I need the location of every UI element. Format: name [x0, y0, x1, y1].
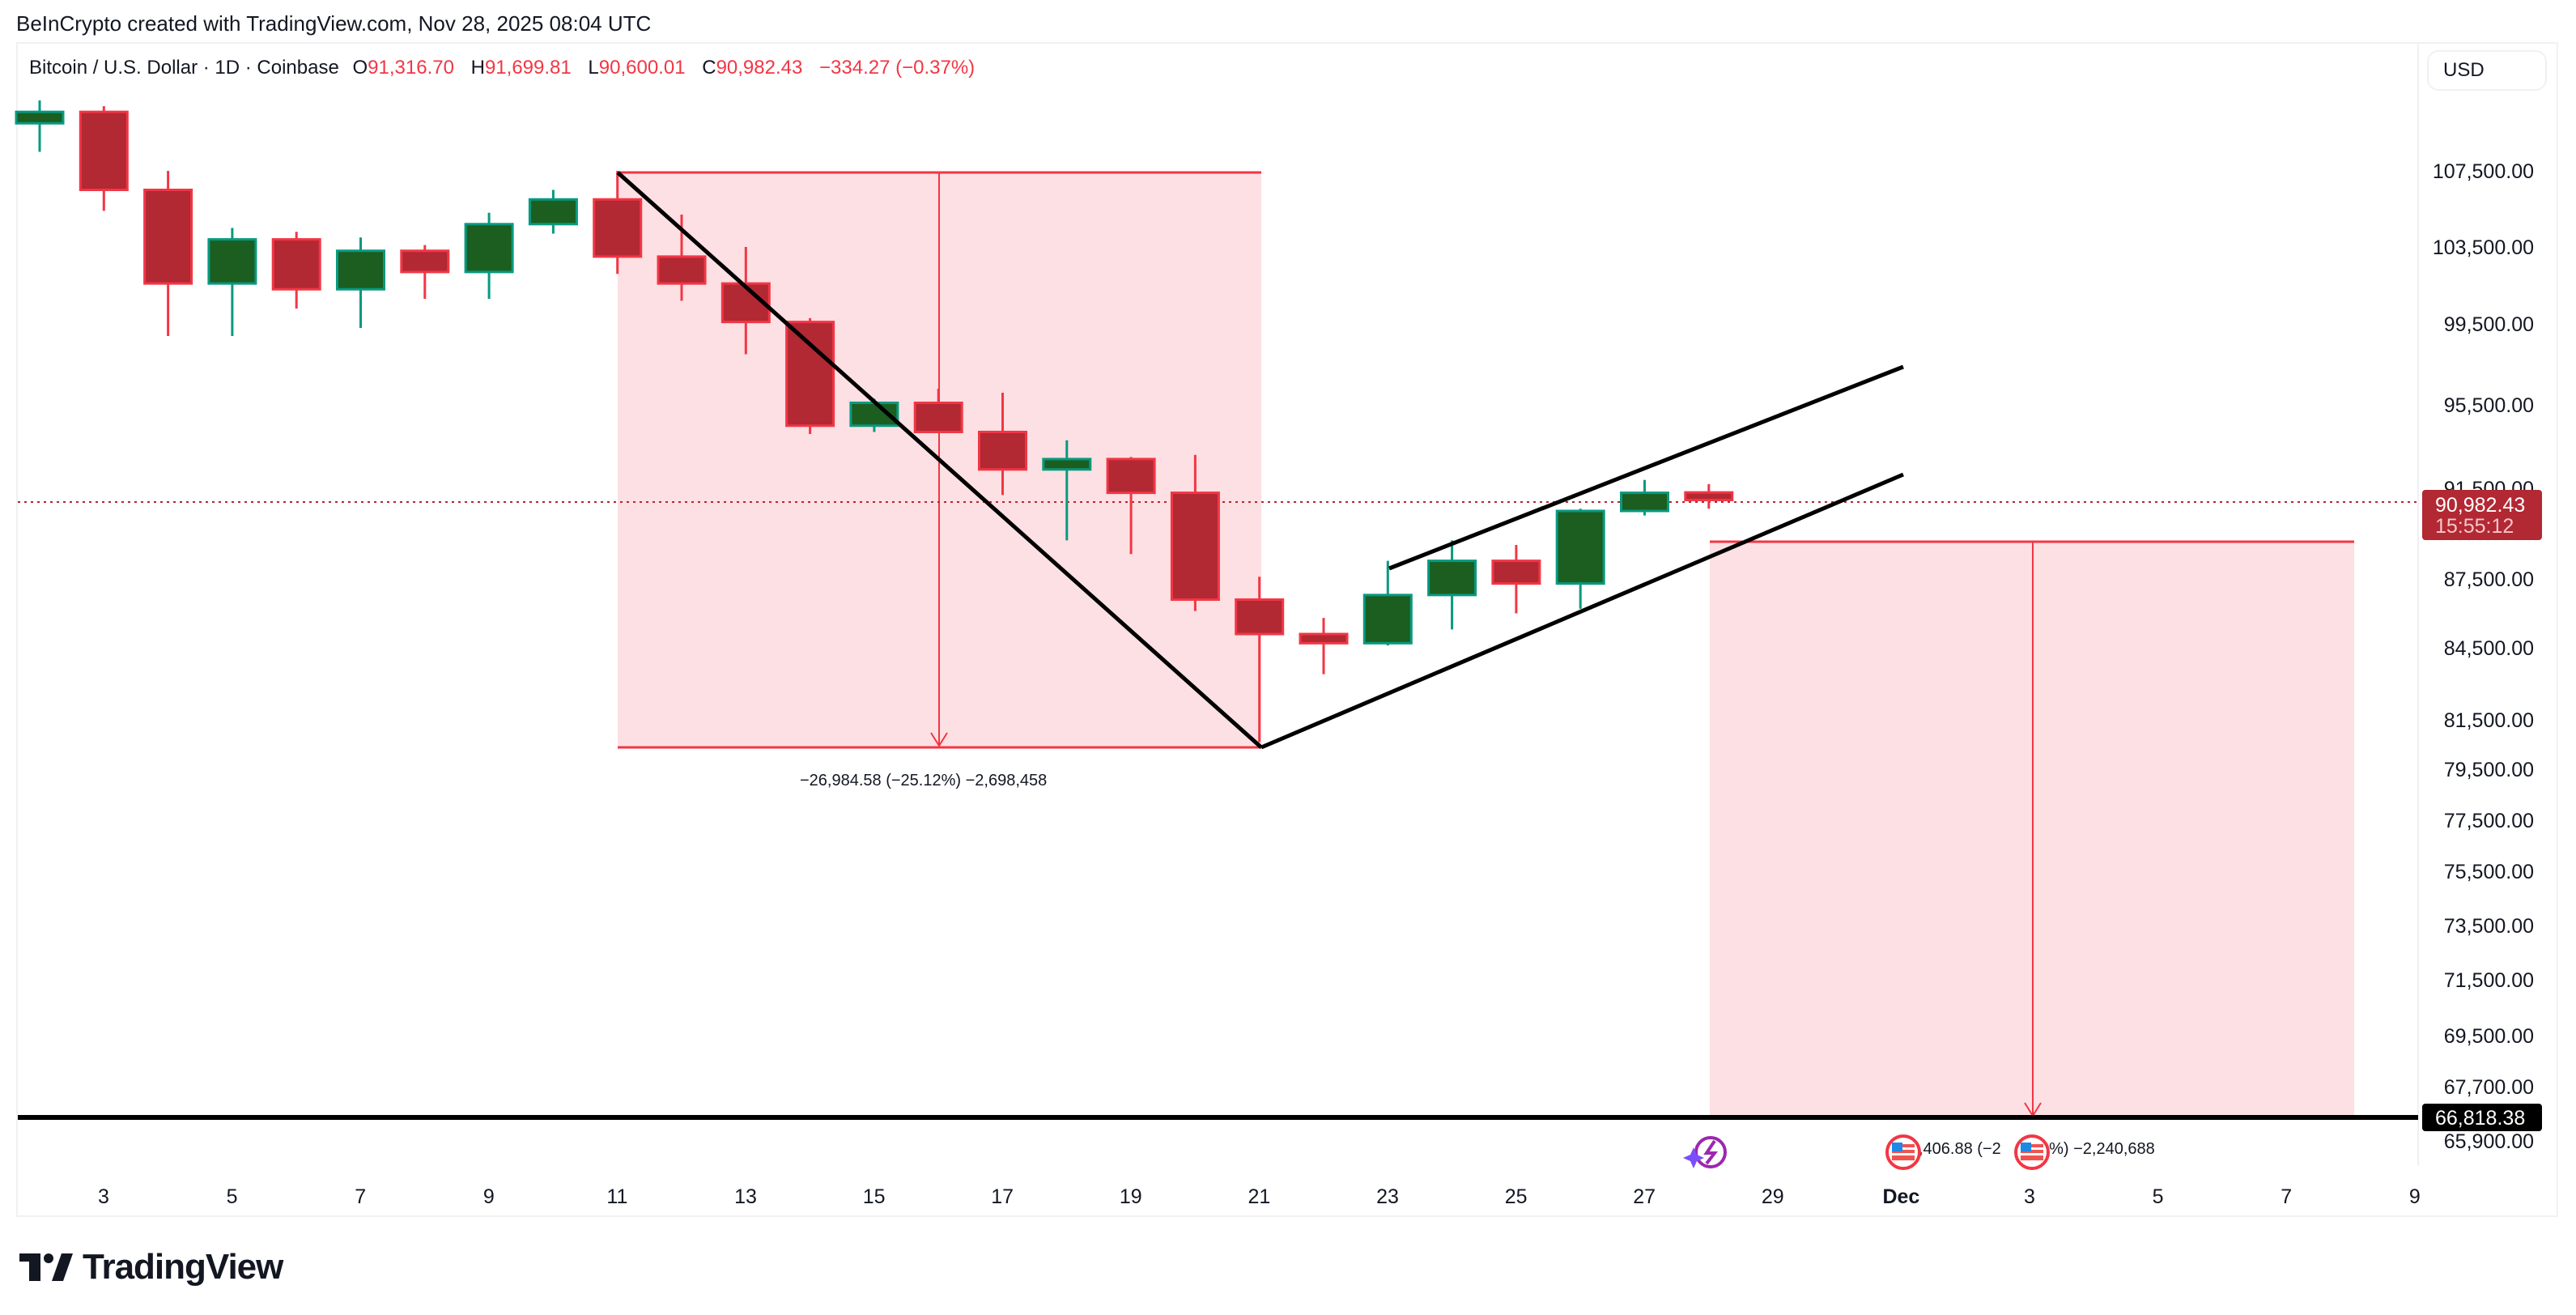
svg-text:90,982.43: 90,982.43	[2435, 494, 2525, 517]
price-tick: 95,500.00	[2444, 394, 2534, 417]
price-axis[interactable]: 107,500.00103,500.0099,500.0095,500.0091…	[2433, 160, 2534, 1153]
tradingview-logo-icon	[19, 1253, 73, 1281]
time-tick: 15	[863, 1185, 886, 1208]
time-tick: 19	[1120, 1185, 1142, 1208]
time-tick: 9	[483, 1185, 495, 1208]
candle	[785, 317, 835, 435]
us-flag-event-icon[interactable]	[1885, 1134, 1921, 1170]
candle	[143, 171, 193, 336]
candle	[271, 232, 321, 309]
last-price-label: 90,982.43 15:55:12	[2422, 490, 2542, 540]
price-tick: 107,500.00	[2433, 160, 2534, 183]
high-value: 91,699.81	[484, 57, 572, 79]
time-tick: 3	[2024, 1185, 2035, 1208]
open-value: 91,316.70	[368, 57, 454, 79]
candle	[978, 393, 1027, 496]
candle	[1555, 509, 1605, 609]
price-tick: 77,500.00	[2444, 810, 2534, 832]
ai-spark-icon[interactable]	[1683, 1136, 1727, 1168]
price-tick: 103,500.00	[2433, 236, 2534, 259]
candle	[1106, 457, 1156, 555]
price-tick: 73,500.00	[2444, 915, 2534, 938]
candle	[1299, 618, 1349, 675]
time-tick: 7	[2281, 1185, 2292, 1208]
price-tick: 87,500.00	[2444, 568, 2534, 591]
price-range-measure-2[interactable]	[1710, 540, 2354, 1117]
time-tick: 11	[606, 1185, 627, 1208]
candle	[1491, 545, 1541, 614]
time-tick: 3	[98, 1185, 109, 1208]
attribution: BeInCrypto created with TradingView.com,…	[16, 11, 652, 36]
candle	[1042, 440, 1092, 541]
change-value: −334.27 (−0.37%)	[819, 57, 976, 79]
candle	[1362, 560, 1413, 646]
price-tick: 99,500.00	[2444, 313, 2534, 336]
candle	[1684, 483, 1734, 509]
time-tick: 21	[1248, 1185, 1270, 1208]
time-tick: 29	[1762, 1185, 1784, 1208]
time-tick: Dec	[1882, 1185, 1919, 1208]
tradingview-logo[interactable]: TradingView	[19, 1247, 283, 1287]
support-price-label: 66,818.38	[2422, 1104, 2542, 1131]
time-tick: 17	[991, 1185, 1014, 1208]
candle	[79, 106, 129, 211]
symbol-legend: Bitcoin / U.S. Dollar · 1D · Coinbase O9…	[29, 57, 976, 79]
price-tick: 69,500.00	[2444, 1025, 2534, 1048]
low-value: 90,600.01	[598, 57, 686, 79]
price-tick: 79,500.00	[2444, 759, 2534, 781]
symbol-title: Bitcoin / U.S. Dollar · 1D · Coinbase	[29, 57, 339, 79]
time-tick: 23	[1376, 1185, 1399, 1208]
channel-lower-line	[1260, 472, 1904, 750]
measure-1-label: −26,984.58 (−25.12%) −2,698,458	[800, 772, 1047, 789]
svg-text:66,818.38: 66,818.38	[2435, 1107, 2525, 1130]
measure-2-label-tail: 2%) −2,240,688	[2040, 1140, 2155, 1158]
time-tick: 5	[2153, 1185, 2164, 1208]
currency-button[interactable]: USD	[2427, 50, 2547, 91]
candle	[528, 189, 578, 234]
price-tick: 67,700.00	[2444, 1076, 2534, 1099]
candle	[1170, 454, 1220, 611]
tradingview-logo-text: TradingView	[83, 1247, 283, 1287]
chart-frame	[16, 42, 2558, 1217]
measure-2-label: ,406.88 (−2	[1919, 1140, 2001, 1158]
candles	[15, 100, 1734, 743]
candle	[464, 212, 514, 300]
us-flag-event-icon[interactable]	[2014, 1134, 2050, 1170]
time-axis[interactable]: 3 5 7 9 11 13 15 17 19 21 23 25 27 29 Dec 3 5 7 9	[98, 1185, 2421, 1208]
channel-upper-line	[1388, 364, 1904, 571]
price-tick: 75,500.00	[2444, 861, 2534, 883]
close-value: 90,982.43	[716, 57, 803, 79]
time-tick: 13	[734, 1185, 757, 1208]
candle	[1235, 577, 1285, 743]
time-tick: 9	[2409, 1185, 2421, 1208]
candle	[336, 237, 385, 328]
candle	[1427, 540, 1477, 630]
time-tick: 5	[227, 1185, 238, 1208]
trendlines[interactable]	[616, 171, 1904, 750]
candle	[913, 389, 963, 433]
price-tick: 65,900.00	[2444, 1130, 2534, 1153]
candle	[1620, 479, 1669, 516]
candle	[657, 215, 707, 301]
candle	[15, 100, 65, 152]
candle	[207, 228, 257, 336]
price-tick: 71,500.00	[2444, 969, 2534, 992]
time-tick: 27	[1633, 1185, 1656, 1208]
downtrend-line	[616, 171, 1263, 749]
svg-text:15:55:12: 15:55:12	[2435, 515, 2514, 538]
time-tick: 7	[355, 1185, 366, 1208]
price-tick: 81,500.00	[2444, 709, 2534, 732]
candle	[400, 245, 450, 300]
time-tick: 25	[1505, 1185, 1528, 1208]
price-tick: 84,500.00	[2444, 637, 2534, 660]
candle	[593, 171, 643, 274]
